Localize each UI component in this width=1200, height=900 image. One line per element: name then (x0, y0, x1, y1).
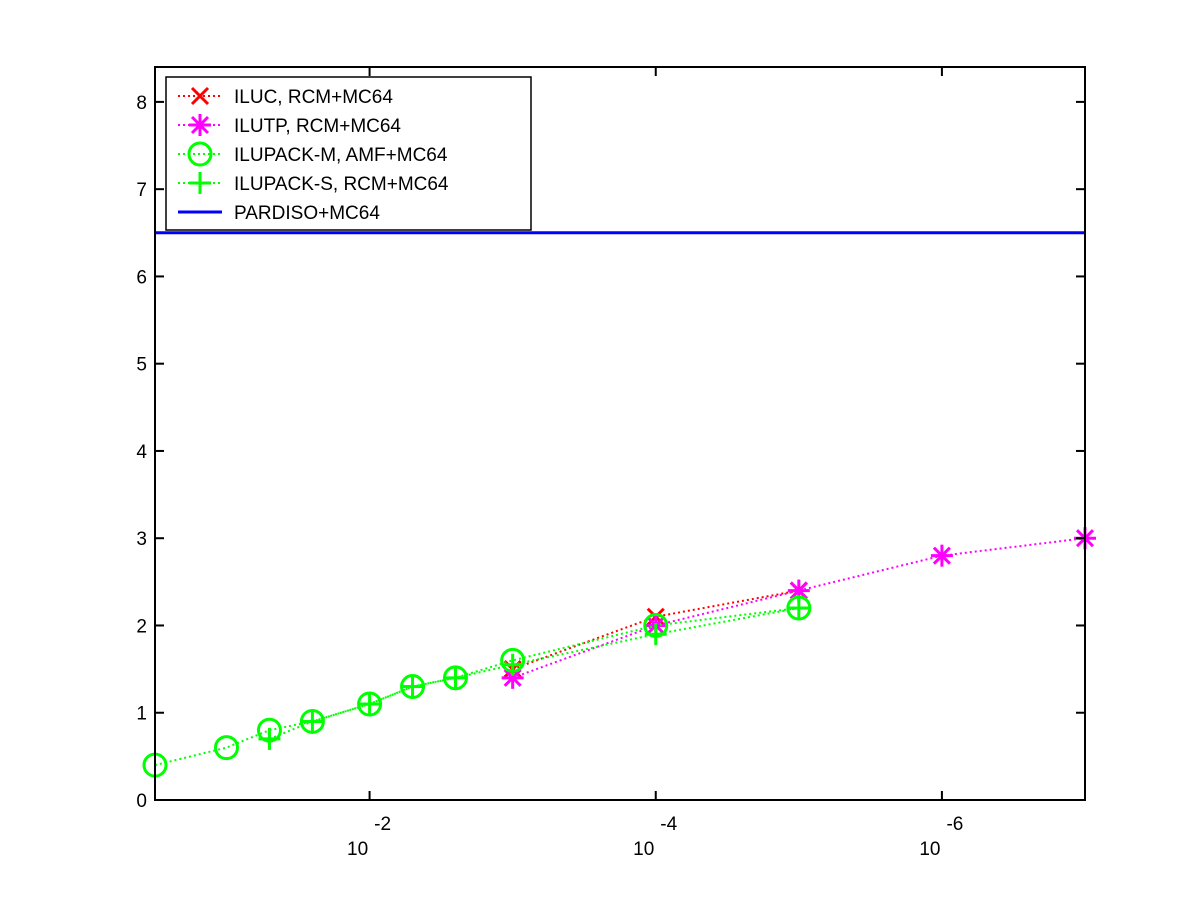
series-layer (142, 231, 1096, 778)
data-point-1-3 (930, 544, 953, 567)
series-3 (258, 597, 810, 750)
data-point-2-1 (213, 735, 239, 761)
y-tick-label-1: 1 (136, 704, 147, 725)
axis-ticks: 0 1 2 3 4 5 6 7 8 10 -2 10 -4 10 -6 (136, 67, 1085, 860)
legend-marker-0 (190, 86, 210, 106)
series-line-1 (512, 537, 1086, 679)
data-point-3-7 (787, 597, 810, 620)
data-point-3-0 (258, 727, 281, 750)
y-tick-label-5: 5 (136, 355, 147, 376)
data-point-1-2 (787, 579, 810, 602)
data-point-3-5 (501, 653, 524, 676)
legend-entry-3: ILUPACK-S, RCM+MC64 (178, 172, 449, 195)
series-line-3 (269, 607, 800, 740)
data-point-3-3 (401, 675, 424, 698)
y-tick-label-8: 8 (136, 93, 147, 114)
data-point-3-6 (644, 623, 667, 646)
x-tick-label-exponent-0: -2 (374, 814, 391, 835)
x-tick-label-exponent-1: -4 (660, 814, 677, 835)
x-tick-label-exponent-2: -6 (946, 814, 963, 835)
series-line-2 (154, 607, 799, 767)
legend-label-1: ILUTP, RCM+MC64 (234, 116, 401, 137)
plot-frame (154, 66, 1086, 801)
legend-box (165, 76, 532, 231)
x-tick-label-base-1: 10 (633, 839, 654, 860)
legend-label-2: ILUPACK-M, AMF+MC64 (234, 145, 448, 166)
legend-entry-4: PARDISO+MC64 (178, 203, 380, 224)
legend-entry-2: ILUPACK-M, AMF+MC64 (178, 141, 448, 167)
legend: ILUC, RCM+MC64 ILUTP, RCM+MC64 ILUPACK-M, … (165, 76, 532, 231)
data-point-3-2 (358, 693, 381, 716)
y-tick-label-2: 2 (136, 616, 147, 637)
data-point-3-4 (444, 666, 467, 689)
legend-label-0: ILUC, RCM+MC64 (234, 87, 393, 108)
x-tick-label-base-0: 10 (347, 839, 368, 860)
y-tick-label-3: 3 (136, 529, 147, 550)
y-tick-label-4: 4 (136, 442, 147, 463)
legend-label-3: ILUPACK-S, RCM+MC64 (234, 174, 449, 195)
legend-marker-3 (189, 172, 211, 194)
y-tick-label-6: 6 (136, 267, 147, 288)
legend-label-4: PARDISO+MC64 (234, 203, 380, 224)
legend-entry-0: ILUC, RCM+MC64 (178, 86, 393, 108)
series-line-0 (512, 589, 800, 671)
data-point-3-1 (301, 710, 324, 733)
y-tick-label-0: 0 (136, 791, 147, 812)
legend-marker-1 (189, 114, 211, 136)
legend-marker-2 (187, 141, 213, 167)
y-tick-label-7: 7 (136, 180, 147, 201)
legend-entry-1: ILUTP, RCM+MC64 (178, 114, 401, 137)
x-tick-label-base-2: 10 (919, 839, 940, 860)
